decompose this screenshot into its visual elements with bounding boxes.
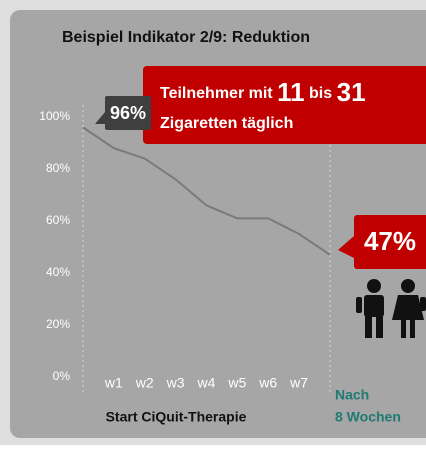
x-tick-label: w7 <box>289 375 308 391</box>
x-tick-label: w1 <box>104 375 123 391</box>
callout-part: bis <box>309 85 332 102</box>
callout-part: 11 <box>277 77 305 107</box>
chart-title: Beispiel Indikator 2/9: Reduktion <box>62 29 310 46</box>
y-tick-label: 40% <box>46 265 70 279</box>
end-badge-pointer <box>338 236 354 258</box>
y-tick-label: 100% <box>39 109 70 123</box>
callout-part: 31 <box>337 77 366 107</box>
y-tick-label: 60% <box>46 213 70 227</box>
value-label: 47% <box>364 226 416 256</box>
y-tick-label: 80% <box>46 161 70 175</box>
x-tick-label: w5 <box>227 375 246 391</box>
y-tick-label: 0% <box>53 369 71 383</box>
callout-box <box>143 66 426 144</box>
callout-part: Teilnehmer mit <box>160 85 273 102</box>
end-badge <box>354 215 426 269</box>
callout-text: Teilnehmer mit 11 bis 31 <box>160 77 366 107</box>
x-tick-label: w3 <box>166 375 185 391</box>
x-tick-label: w2 <box>135 375 154 391</box>
value-label: 96% <box>110 103 146 123</box>
series-line <box>82 126 331 256</box>
start-badge-pointer <box>95 112 105 124</box>
start-label: Start CiQuit-Therapie <box>106 409 247 425</box>
x-tick-label: w6 <box>258 375 277 391</box>
end-label: Nach <box>335 387 369 403</box>
x-tick-label: w4 <box>197 375 216 391</box>
end-label: 8 Wochen <box>335 409 401 425</box>
start-badge <box>105 96 151 130</box>
people-icon <box>356 279 426 338</box>
y-tick-label: 20% <box>46 317 70 331</box>
callout-line2: Zigaretten täglich <box>160 115 293 132</box>
